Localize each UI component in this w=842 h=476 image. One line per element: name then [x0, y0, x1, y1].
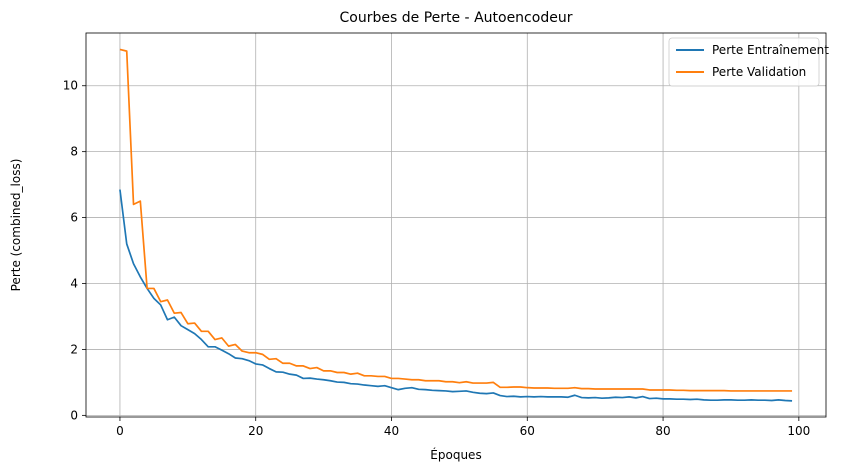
plot-frame: [85, 32, 827, 418]
legend: Perte Entraînement Perte Validation: [668, 37, 829, 87]
legend-box: [668, 37, 820, 87]
legend-label: Perte Validation: [712, 65, 806, 79]
y-tick-label: 2: [70, 342, 78, 356]
series-lines: [119, 48, 793, 402]
x-tick-label: 20: [248, 424, 263, 438]
y-tick-label: 0: [70, 408, 78, 422]
x-tick-label: 100: [787, 424, 810, 438]
y-tick-label: 4: [70, 277, 78, 291]
series-line-validation: [119, 48, 793, 392]
legend-label: Perte Entraînement: [712, 43, 829, 57]
y-axis-label: Perte (combined_loss): [9, 159, 23, 292]
axis-ticks: 0 20 40 60 80 100 0 2 4 6 8 10: [63, 79, 811, 438]
chart-title: Courbes de Perte - Autoencodeur: [340, 10, 573, 26]
y-tick-label: 8: [70, 145, 78, 159]
y-tick-label: 6: [70, 211, 78, 225]
x-tick-label: 40: [384, 424, 399, 438]
x-axis-label: Époques: [430, 447, 481, 462]
grid: [86, 33, 826, 417]
y-tick-label: 10: [63, 79, 78, 93]
x-tick-label: 80: [655, 424, 670, 438]
x-tick-label: 60: [520, 424, 535, 438]
series-line-train: [119, 189, 793, 402]
x-tick-label: 0: [116, 424, 124, 438]
